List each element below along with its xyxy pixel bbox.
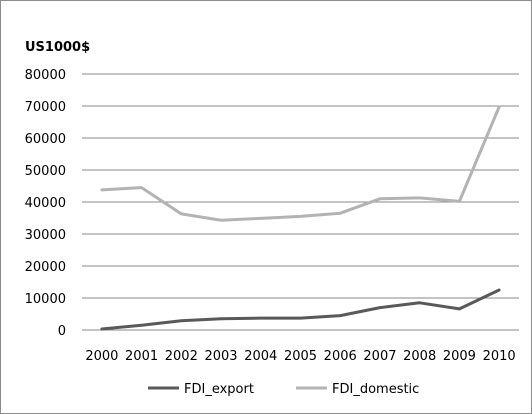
y-axis-tick-labels: 0 10000 20000 30000 40000 50000 60000 70000 8000… xyxy=(25,68,66,339)
y-tick-label: 10000 xyxy=(25,292,66,307)
y-tick-label: 70000 xyxy=(25,100,66,115)
series-lines xyxy=(100,105,501,331)
x-tick-label: 2003 xyxy=(204,349,237,364)
y-tick-label: 30000 xyxy=(25,228,66,243)
y-tick-label: 0 xyxy=(58,324,66,339)
y-tick-label: 40000 xyxy=(25,196,66,211)
y-tick-label: 50000 xyxy=(25,164,66,179)
x-tick-label: 2007 xyxy=(363,349,396,364)
y-tick-label: 60000 xyxy=(25,132,66,147)
x-tick-label: 2000 xyxy=(85,349,118,364)
x-tick-label: 2004 xyxy=(244,349,277,364)
x-tick-label: 2001 xyxy=(125,349,158,364)
series-line-fdi-domestic xyxy=(100,105,501,222)
x-tick-label: 2008 xyxy=(403,349,436,364)
series-line-fdi-export xyxy=(100,288,501,331)
legend: FDI_export FDI_domestic xyxy=(148,382,419,397)
legend-label-fdi-export: FDI_export xyxy=(184,382,254,397)
y-tick-label: 20000 xyxy=(25,260,66,275)
gridlines xyxy=(82,73,519,331)
y-axis-unit-label: US1000$ xyxy=(25,40,90,55)
x-tick-label: 2009 xyxy=(443,349,476,364)
x-tick-label: 2006 xyxy=(324,349,357,364)
x-tick-label: 2005 xyxy=(284,349,317,364)
y-tick-label: 80000 xyxy=(25,68,66,83)
x-axis-tick-labels: 2000 2001 2002 2003 2004 2005 2006 2007 2008 2009… xyxy=(85,349,515,364)
legend-label-fdi-domestic: FDI_domestic xyxy=(332,382,419,397)
x-tick-label: 2002 xyxy=(165,349,198,364)
x-tick-label: 2010 xyxy=(483,349,516,364)
